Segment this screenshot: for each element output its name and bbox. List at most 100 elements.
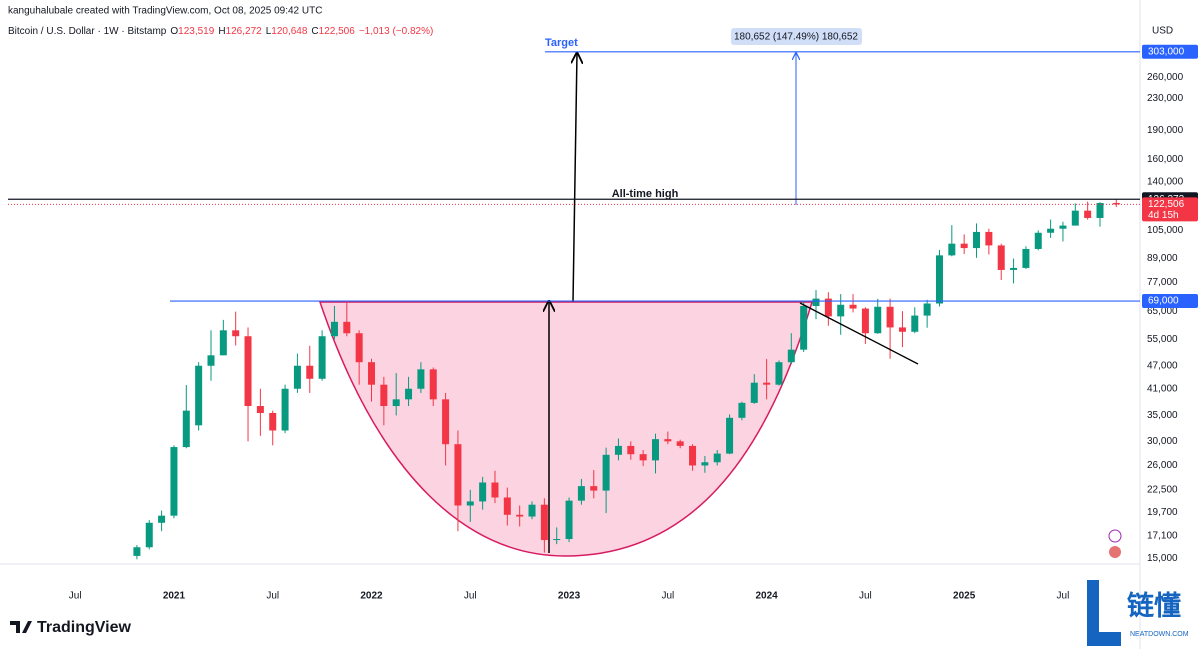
candle-body [639,454,647,461]
level-tag [1142,294,1198,309]
candle-body [1034,232,1042,249]
candle-body [837,304,845,317]
ohlc-key: H [218,26,225,37]
candle-body [355,333,363,363]
candle-body [330,321,338,337]
candle-body [577,486,585,501]
measure-label: 180,652 (147.49%) 180,652 [734,32,858,43]
candle-body [960,243,968,249]
candle-body [812,298,820,307]
ohlc-key: L [266,26,272,37]
candle-body [269,413,277,431]
y-tick-label: 77,000 [1147,277,1178,288]
legend: Bitcoin / U.S. Dollar · 1W · Bitstamp O12… [8,26,433,37]
candle-body [256,406,264,414]
watermark-logo [1087,580,1121,646]
candle-body [676,441,684,446]
candle-body [713,453,721,463]
x-tick-label: 2023 [558,591,581,602]
candle-body [861,308,869,334]
candle-body [923,303,931,316]
target-label: Target [545,37,578,49]
y-tick-label: 30,000 [1147,436,1178,447]
candle-body [454,444,462,506]
x-tick-label: 2024 [755,591,778,602]
ohlc-value: 120,648 [271,26,308,37]
candle-body [145,522,153,548]
candle-body [911,315,919,332]
candle-body [997,245,1005,270]
level-label: 303,000 [1148,46,1185,57]
icons [1108,529,1122,558]
candle-body [985,231,993,246]
candle-body [182,410,190,448]
y-tick-label: 55,000 [1147,334,1178,345]
y-tick-label: 65,000 [1147,306,1178,317]
x-tick-label: Jul [1057,591,1070,602]
candle-body [787,349,795,363]
watermark-name: 链懂 [1127,590,1181,621]
candle-body [442,399,450,445]
candle-body [1010,267,1018,270]
measure-box [731,28,862,45]
candle-body [651,439,659,461]
candle-body [1096,202,1104,218]
arrow [573,53,577,303]
candle-body [244,336,252,407]
y-tick-label: 17,100 [1147,531,1178,542]
candle-body [158,515,166,523]
candle-body [516,514,524,517]
candle-body [627,445,635,455]
candle-body [565,500,573,540]
last-price-label: 122,506 [1148,199,1185,210]
candle-body [1112,202,1120,205]
x-tick-label: Jul [464,591,477,602]
x-tick-label: 2022 [360,591,383,602]
candle-body [207,355,215,366]
candle-body [219,330,227,356]
ohlc-value: 122,506 [319,26,356,37]
candle-body [133,547,141,556]
x-tick-label: Jul [661,591,674,602]
x-tick-label: Jul [69,591,82,602]
candle-body [849,304,857,309]
candle-body [898,327,906,332]
currency: USD [1152,26,1173,37]
y-tick-label: 160,000 [1147,154,1184,165]
candles [133,199,1120,560]
candle-body [528,504,536,517]
y-tick-label: 47,000 [1147,360,1178,371]
candle-body [368,362,376,385]
ohlc-value: 123,519 [178,26,215,37]
candle-body [1071,210,1079,226]
candle-body [392,399,400,407]
candle-body [466,501,474,506]
candle-body [689,445,697,466]
candle-body [318,336,326,379]
candle-body [503,497,511,515]
candle-body [405,388,413,400]
y-tick-label: 41,000 [1147,383,1178,394]
watermark-site: NEATDOWN.COM [1130,631,1189,638]
candle-body [429,369,437,400]
candle-body [973,231,981,249]
x-tick-label: Jul [859,591,872,602]
candle-body [380,384,388,407]
header: kanguhalubale created with TradingView.c… [8,6,322,17]
candle-body [614,445,622,455]
y-tick-label: 105,000 [1147,225,1184,236]
candle-body [306,365,314,379]
trendline [799,302,919,365]
candle-body [824,298,832,317]
ohlc-key: C [311,26,318,37]
change: −1,013 (−0.82%) [359,26,434,37]
candle-body [948,243,956,256]
candle-body [874,306,882,334]
candle-body [750,382,758,403]
candle-body [602,454,610,491]
candle-body [195,365,203,426]
candle-body [293,365,301,389]
candle-body [775,362,783,385]
candle-body [1047,228,1055,233]
candle-body [540,504,548,541]
